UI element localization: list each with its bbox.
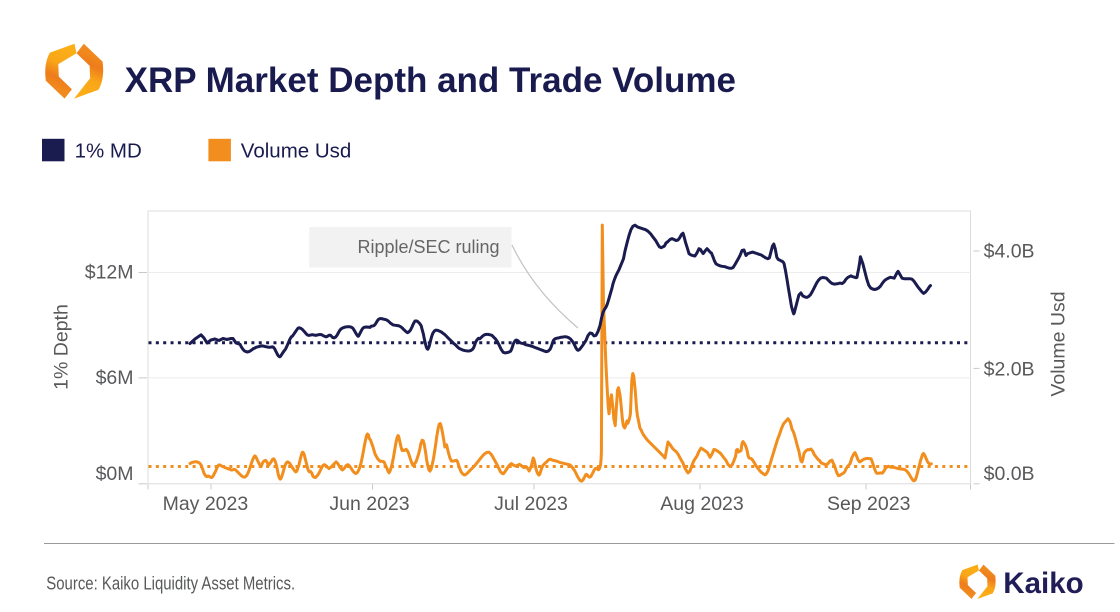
- svg-text:Volume Usd: Volume Usd: [1047, 291, 1069, 396]
- svg-text:XRP Market Depth and Trade Vol: XRP Market Depth and Trade Volume: [125, 61, 736, 100]
- svg-text:Ripple/SEC ruling: Ripple/SEC ruling: [358, 237, 500, 257]
- svg-text:Source: Kaiko Liquidity Asset: Source: Kaiko Liquidity Asset Metrics.: [46, 574, 295, 594]
- svg-text:$6M: $6M: [96, 367, 134, 389]
- svg-text:1% Depth: 1% Depth: [51, 304, 73, 390]
- svg-text:Volume Usd: Volume Usd: [241, 140, 352, 163]
- svg-text:Aug 2023: Aug 2023: [660, 493, 744, 515]
- svg-text:$0.0B: $0.0B: [984, 463, 1035, 485]
- svg-text:Jul 2023: Jul 2023: [494, 493, 568, 515]
- svg-text:Sep 2023: Sep 2023: [827, 493, 911, 515]
- svg-text:Kaiko: Kaiko: [1003, 567, 1083, 600]
- svg-text:Jun 2023: Jun 2023: [329, 493, 409, 515]
- svg-text:$12M: $12M: [85, 262, 134, 284]
- svg-text:$4.0B: $4.0B: [984, 241, 1035, 263]
- svg-text:$2.0B: $2.0B: [984, 359, 1035, 381]
- svg-text:$0M: $0M: [96, 463, 134, 485]
- svg-text:1% MD: 1% MD: [75, 140, 142, 163]
- svg-text:May 2023: May 2023: [163, 493, 249, 515]
